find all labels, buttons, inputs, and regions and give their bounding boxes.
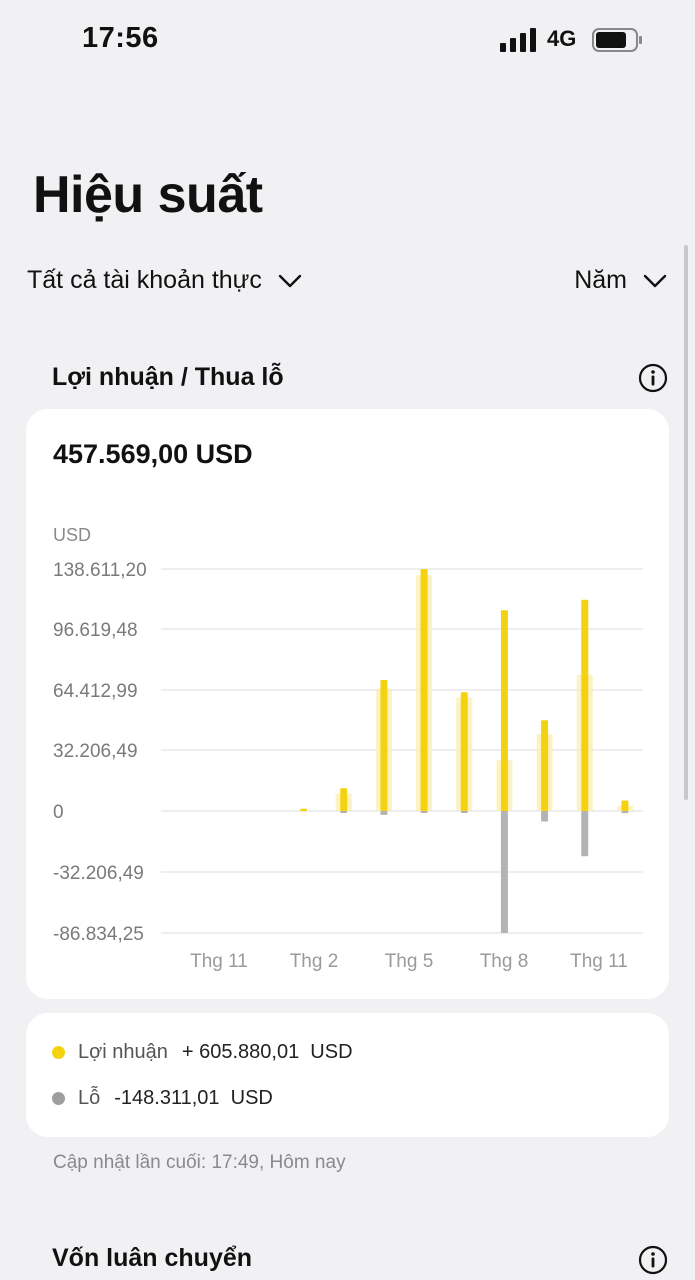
capital-heading: Vốn luân chuyển: [52, 1244, 253, 1272]
total-profit-value: 457.569,00 USD: [53, 439, 253, 469]
profit-bar: [541, 720, 549, 811]
profit-bar: [420, 569, 428, 811]
y-tick-label: -86.834,25: [53, 924, 144, 945]
y-tick-label: 0: [53, 802, 64, 823]
legend-loss-label: Lỗ: [78, 1087, 101, 1109]
last-updated-text: Cập nhật lần cuối: 17:49, Hôm nay: [53, 1152, 346, 1173]
profit-loss-heading: Lợi nhuận / Thua lỗ: [52, 363, 284, 391]
legend-profit: Lợi nhuận + 605.880,01 USD: [52, 1041, 353, 1064]
legend-loss: Lỗ -148.311,01 USD: [52, 1087, 273, 1110]
x-tick-label: Thg 11: [570, 951, 628, 972]
profit-bar: [460, 692, 468, 811]
x-tick-label: Thg 11: [190, 951, 248, 972]
scrollbar[interactable]: [684, 245, 688, 800]
status-time: 17:56: [82, 22, 159, 54]
legend-profit-label: Lợi nhuận: [78, 1041, 168, 1063]
y-tick-label: -32.206,49: [53, 863, 144, 884]
x-tick-label: Thg 5: [385, 951, 434, 972]
loss-bar: [581, 811, 589, 857]
info-icon[interactable]: [638, 1245, 668, 1275]
profit-loss-card: 457.569,00 USD USD 138.611,20 96.619,48 64.…: [26, 409, 669, 999]
page-title: Hiệu suất: [33, 166, 263, 224]
profit-bar: [380, 680, 388, 811]
legend-card: Lợi nhuận + 605.880,01 USD Lỗ -148.311,0…: [26, 1013, 669, 1137]
chevron-down-icon: [278, 274, 302, 287]
loss-bar: [340, 811, 348, 813]
loss-bar: [541, 811, 549, 822]
profit-bar: [581, 599, 589, 811]
profit-bar: [621, 800, 629, 811]
period-filter-dropdown[interactable]: Năm: [574, 266, 667, 295]
loss-dot-icon: [52, 1092, 65, 1105]
battery-icon: [592, 28, 642, 52]
legend-loss-value: -148.311,01 USD: [114, 1087, 273, 1109]
signal-icon: [500, 28, 536, 52]
account-filter-label: Tất cả tài khoản thực: [27, 266, 262, 294]
loss-bar: [621, 811, 629, 814]
y-tick-label: 96.619,48: [53, 620, 138, 641]
network-label: 4G: [547, 26, 577, 51]
profit-bar: [500, 610, 508, 811]
loss-bar: [500, 811, 508, 933]
profit-loss-chart: USD 138.611,20 96.619,48 64.412,99 32.206,49…: [53, 525, 643, 972]
x-tick-label: Thg 2: [290, 951, 339, 972]
loss-bar: [420, 811, 428, 813]
legend-profit-value: + 605.880,01 USD: [181, 1041, 353, 1063]
y-tick-label: 138.611,20: [53, 560, 147, 581]
y-tick-label: 32.206,49: [53, 741, 138, 762]
period-filter-label: Năm: [574, 266, 627, 294]
y-unit-label: USD: [53, 525, 91, 545]
profit-dot-icon: [52, 1046, 65, 1059]
chevron-down-icon: [643, 274, 667, 287]
profit-bar: [300, 808, 308, 811]
y-tick-label: 64.412,99: [53, 681, 138, 702]
profit-bar: [340, 788, 348, 811]
x-tick-label: Thg 8: [480, 951, 529, 972]
loss-bar: [460, 811, 468, 813]
account-filter-dropdown[interactable]: Tất cả tài khoản thực: [27, 266, 302, 295]
loss-bar: [380, 811, 388, 815]
info-icon[interactable]: [638, 363, 668, 393]
status-bar: 17:56 4G: [0, 0, 695, 80]
